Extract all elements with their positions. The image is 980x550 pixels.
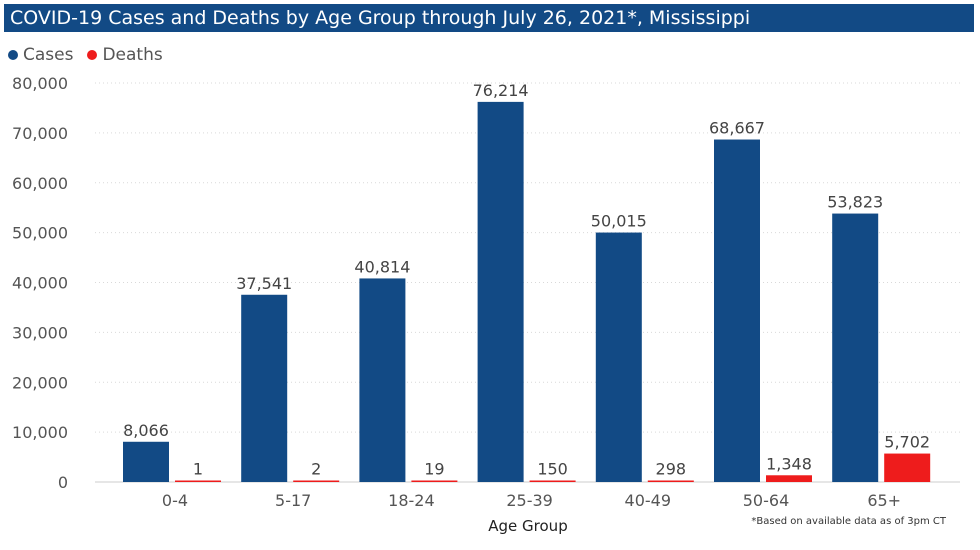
data-label-deaths: 1 bbox=[193, 460, 203, 479]
y-tick-label: 60,000 bbox=[12, 174, 68, 193]
bar-deaths bbox=[529, 480, 576, 482]
bar-deaths bbox=[647, 480, 694, 482]
legend-item-cases[interactable]: Cases bbox=[8, 45, 73, 65]
y-tick-label: 20,000 bbox=[12, 373, 68, 392]
y-tick-label: 80,000 bbox=[12, 74, 68, 93]
bar-deaths bbox=[175, 480, 221, 482]
bar-cases bbox=[832, 213, 879, 482]
bar-deaths bbox=[766, 475, 812, 482]
y-tick-label: 30,000 bbox=[12, 323, 68, 342]
legend-swatch-cases bbox=[8, 50, 18, 60]
y-tick-label: 50,000 bbox=[12, 224, 68, 243]
x-tick-label: 65+ bbox=[867, 491, 901, 510]
legend-label-cases: Cases bbox=[23, 45, 74, 65]
y-tick-label: 70,000 bbox=[12, 124, 68, 143]
bar-cases bbox=[359, 278, 406, 482]
x-axis-title: Age Group bbox=[488, 517, 567, 535]
y-tick-label: 0 bbox=[58, 473, 68, 492]
legend: Cases Deaths bbox=[8, 44, 163, 66]
x-tick-label: 5-17 bbox=[275, 491, 311, 510]
bar-cases bbox=[714, 139, 760, 483]
bar-deaths bbox=[293, 480, 340, 482]
data-label-deaths: 1,348 bbox=[766, 454, 812, 473]
data-label-cases: 37,541 bbox=[236, 274, 292, 293]
data-label-cases: 68,667 bbox=[709, 119, 765, 138]
legend-label-deaths: Deaths bbox=[102, 45, 163, 65]
bar-deaths bbox=[884, 453, 931, 482]
x-tick-label: 18-24 bbox=[388, 491, 435, 510]
x-tick-label: 50-64 bbox=[743, 491, 790, 510]
data-label-cases: 40,814 bbox=[354, 257, 410, 276]
bar-cases bbox=[595, 232, 642, 482]
bar-deaths bbox=[411, 480, 458, 482]
x-tick-label: 25-39 bbox=[506, 491, 553, 510]
legend-item-deaths[interactable]: Deaths bbox=[87, 45, 163, 65]
footnote: *Based on available data as of 3pm CT bbox=[751, 516, 946, 527]
y-tick-label: 40,000 bbox=[12, 274, 68, 293]
legend-swatch-deaths bbox=[87, 50, 98, 60]
data-label-deaths: 2 bbox=[311, 460, 321, 479]
data-label-deaths: 19 bbox=[424, 460, 444, 479]
data-label-deaths: 150 bbox=[537, 460, 568, 479]
x-tick-label: 0-4 bbox=[162, 491, 188, 510]
data-label-deaths: 5,702 bbox=[884, 433, 930, 452]
bar-cases bbox=[477, 101, 524, 482]
data-label-cases: 50,015 bbox=[591, 212, 647, 231]
x-tick-label: 40-49 bbox=[625, 491, 672, 510]
chart-title: COVID-19 Cases and Deaths by Age Group t… bbox=[4, 4, 974, 32]
y-tick-label: 10,000 bbox=[12, 423, 68, 442]
data-label-cases: 76,214 bbox=[473, 81, 529, 100]
data-label-deaths: 298 bbox=[656, 460, 687, 479]
bar-cases bbox=[123, 441, 169, 482]
data-label-cases: 53,823 bbox=[827, 193, 883, 212]
data-label-cases: 8,066 bbox=[123, 421, 169, 440]
bar-cases bbox=[241, 294, 288, 482]
